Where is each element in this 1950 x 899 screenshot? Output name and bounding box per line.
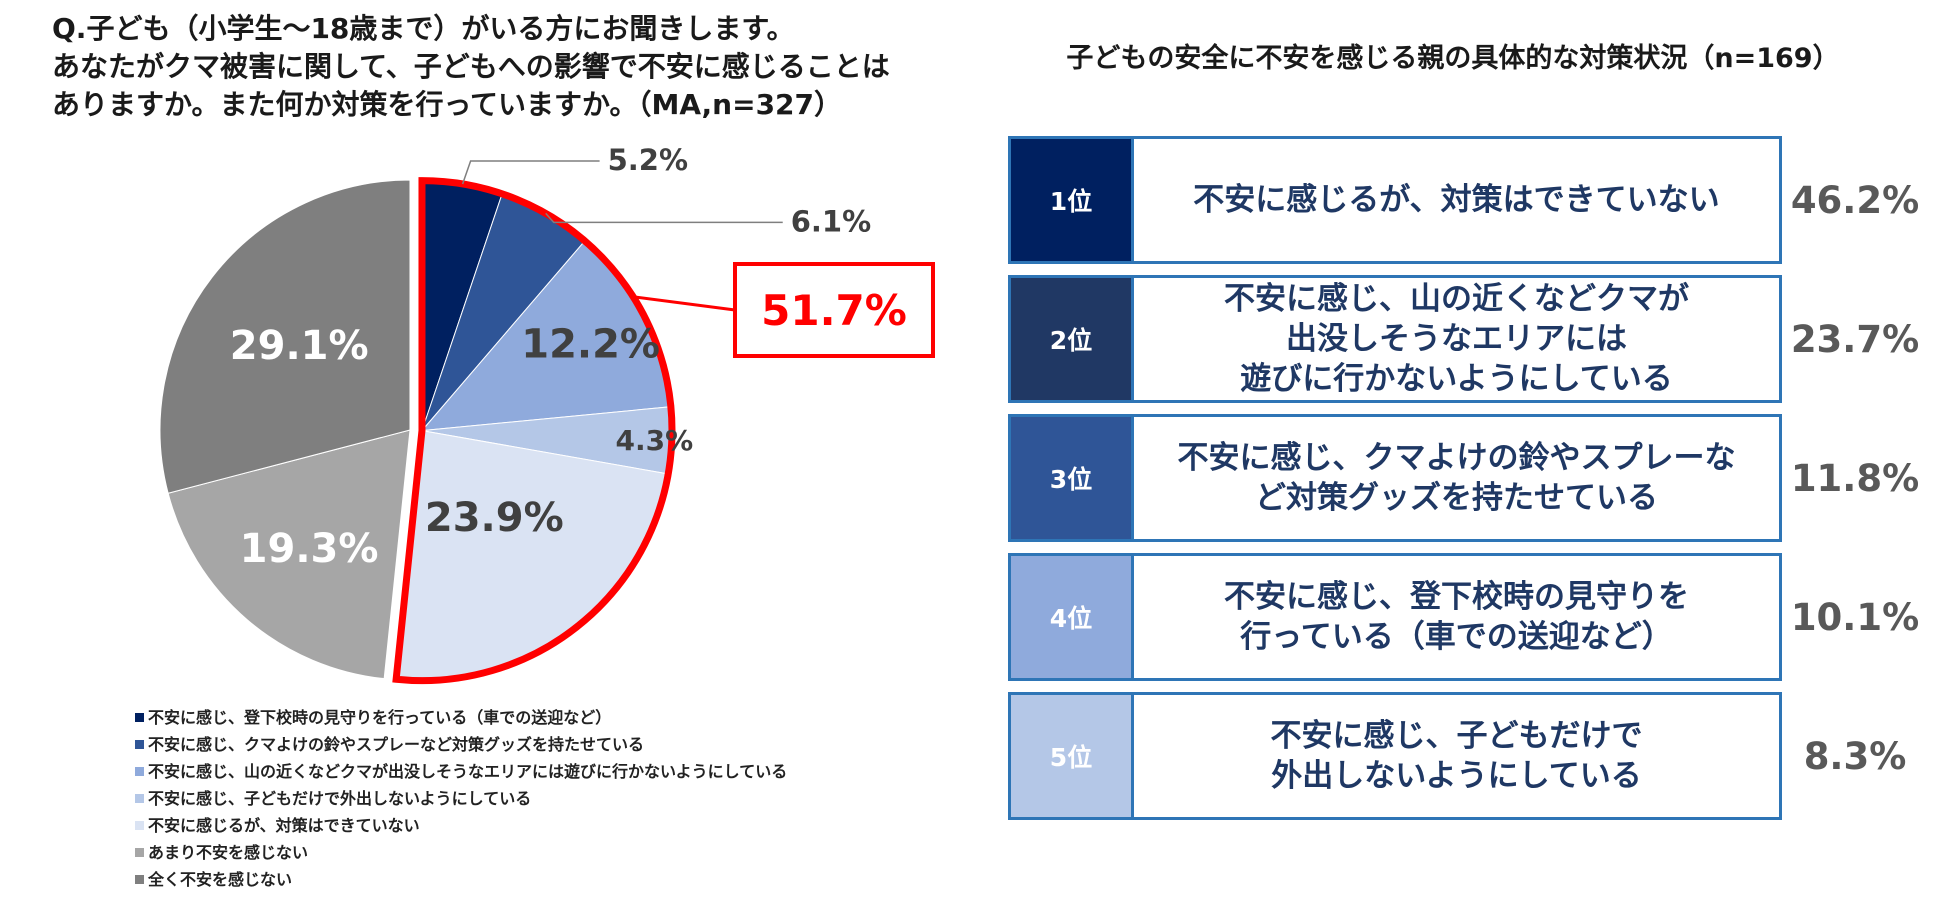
legend-item: 不安に感じ、子どもだけで外出しないようにしている <box>135 785 787 812</box>
pie-label: 4.3% <box>615 424 693 457</box>
rank-text: 不安に感じ、クマよけの鈴やスプレーな ど対策グッズを持たせている <box>1177 440 1736 516</box>
ranking-row: 4位 不安に感じ、登下校時の見守りを 行っている（車での送迎など） 10.1% <box>1008 553 1919 681</box>
highlight-label: 51.7% <box>761 286 907 335</box>
pie-label: 12.2% <box>521 322 660 368</box>
rank-badge: 4位 <box>1011 556 1134 678</box>
legend-item: あまり不安を感じない <box>135 839 787 866</box>
rank-badge: 5位 <box>1011 695 1134 817</box>
rank-value: 10.1% <box>1790 595 1920 639</box>
rank-value: 11.8% <box>1790 456 1920 500</box>
rank-badge: 1位 <box>1011 139 1134 261</box>
pie-slice-7 <box>159 179 411 494</box>
highlight-box <box>733 262 935 358</box>
ranking-box: 4位 不安に感じ、登下校時の見守りを 行っている（車での送迎など） <box>1008 553 1782 681</box>
legend-swatch <box>135 848 144 857</box>
ranking-box: 5位 不安に感じ、子どもだけで 外出しないようにしている <box>1008 692 1782 820</box>
legend-swatch <box>135 821 144 830</box>
ranking-row: 3位 不安に感じ、クマよけの鈴やスプレーな ど対策グッズを持たせている 11.8% <box>1008 414 1919 542</box>
pie-slice-5 <box>395 430 669 682</box>
legend-label: 不安に感じるが、対策はできていない <box>148 816 420 835</box>
rank-value: 23.7% <box>1790 317 1920 361</box>
pie-label: 5.2% <box>608 143 688 177</box>
legend-swatch <box>135 713 144 722</box>
legend-swatch <box>135 794 144 803</box>
legend-item: 不安に感じるが、対策はできていない <box>135 812 787 839</box>
legend-swatch <box>135 740 144 749</box>
pie-label: 6.1% <box>791 204 871 238</box>
legend-swatch <box>135 767 144 776</box>
ranking-title: 子どもの安全に不安を感じる親の具体的な対策状況（n=169） <box>1066 43 1840 74</box>
ranking-box: 1位 不安に感じるが、対策はできていない <box>1008 136 1782 264</box>
pie-label: 23.9% <box>425 495 564 541</box>
legend-label: 不安に感じ、山の近くなどクマが出没しそうなエリアには遊びに行かないようにしている <box>148 762 788 781</box>
legend-item: 不安に感じ、クマよけの鈴やスプレーなど対策グッズを持たせている <box>135 731 787 758</box>
question-line-1: Q.子ども（小学生〜18歳まで）がいる方にお聞きします。 <box>52 12 795 45</box>
ranking-row: 1位 不安に感じるが、対策はできていない 46.2% <box>1008 136 1919 264</box>
ranking-box: 3位 不安に感じ、クマよけの鈴やスプレーな ど対策グッズを持たせている <box>1008 414 1782 542</box>
rank-badge: 3位 <box>1011 417 1134 539</box>
rank-value: 46.2% <box>1790 178 1920 222</box>
highlight-outline <box>392 177 676 685</box>
pie-slice-6 <box>167 429 411 680</box>
pie-label: 29.1% <box>230 323 369 369</box>
rank-text: 不安に感じ、山の近くなどクマが 出没しそうなエリアには 遊びに行かないようにして… <box>1224 281 1689 397</box>
legend-item: 不安に感じ、山の近くなどクマが出没しそうなエリアには遊びに行かないようにしている <box>135 758 787 785</box>
rank-badge: 2位 <box>1011 278 1134 400</box>
leader-line <box>461 160 600 185</box>
legend-swatch <box>135 875 144 884</box>
pie-legend: 不安に感じ、登下校時の見守りを行っている（車での送迎など） 不安に感じ、クマよけの… <box>135 704 787 893</box>
question-text: Q.子ども（小学生〜18歳まで）がいる方にお聞きします。 あなたがクマ被害に関し… <box>52 10 890 124</box>
rank-value: 8.3% <box>1803 734 1907 778</box>
pie-label: 19.3% <box>240 526 379 572</box>
highlight-callout-line <box>632 295 736 312</box>
ranking-row: 5位 不安に感じ、子どもだけで 外出しないようにしている 8.3% <box>1008 692 1906 820</box>
legend-label: 全く不安を感じない <box>148 870 293 889</box>
legend-label: 不安に感じ、クマよけの鈴やスプレーなど対策グッズを持たせている <box>148 735 645 754</box>
legend-label: 不安に感じ、子どもだけで外出しないようにしている <box>148 789 532 808</box>
rank-text: 不安に感じ、子どもだけで 外出しないようにしている <box>1270 718 1643 794</box>
question-line-2: あなたがクマ被害に関して、子どもへの影響で不安に感じることは <box>52 50 890 83</box>
legend-item: 全く不安を感じない <box>135 866 787 893</box>
legend-label: あまり不安を感じない <box>148 843 309 862</box>
rank-text: 不安に感じ、登下校時の見守りを 行っている（車での送迎など） <box>1224 579 1689 655</box>
ranking-row: 2位 不安に感じ、山の近くなどクマが 出没しそうなエリアには 遊びに行かないように… <box>1008 275 1919 403</box>
rank-text: 不安に感じるが、対策はできていない <box>1193 182 1720 218</box>
pie-chart: 51.7% 5.2% 6.1% 12.2% 4.3% 23.9% 19.3% 29.1% <box>159 143 935 685</box>
ranking-box: 2位 不安に感じ、山の近くなどクマが 出没しそうなエリアには 遊びに行かないように… <box>1008 275 1782 403</box>
question-line-3: ありますか。また何か対策を行っていますか。（MA,n=327） <box>52 88 843 121</box>
legend-item: 不安に感じ、登下校時の見守りを行っている（車での送迎など） <box>135 704 787 731</box>
legend-label: 不安に感じ、登下校時の見守りを行っている（車での送迎など） <box>148 708 612 727</box>
leader-line <box>545 212 783 224</box>
